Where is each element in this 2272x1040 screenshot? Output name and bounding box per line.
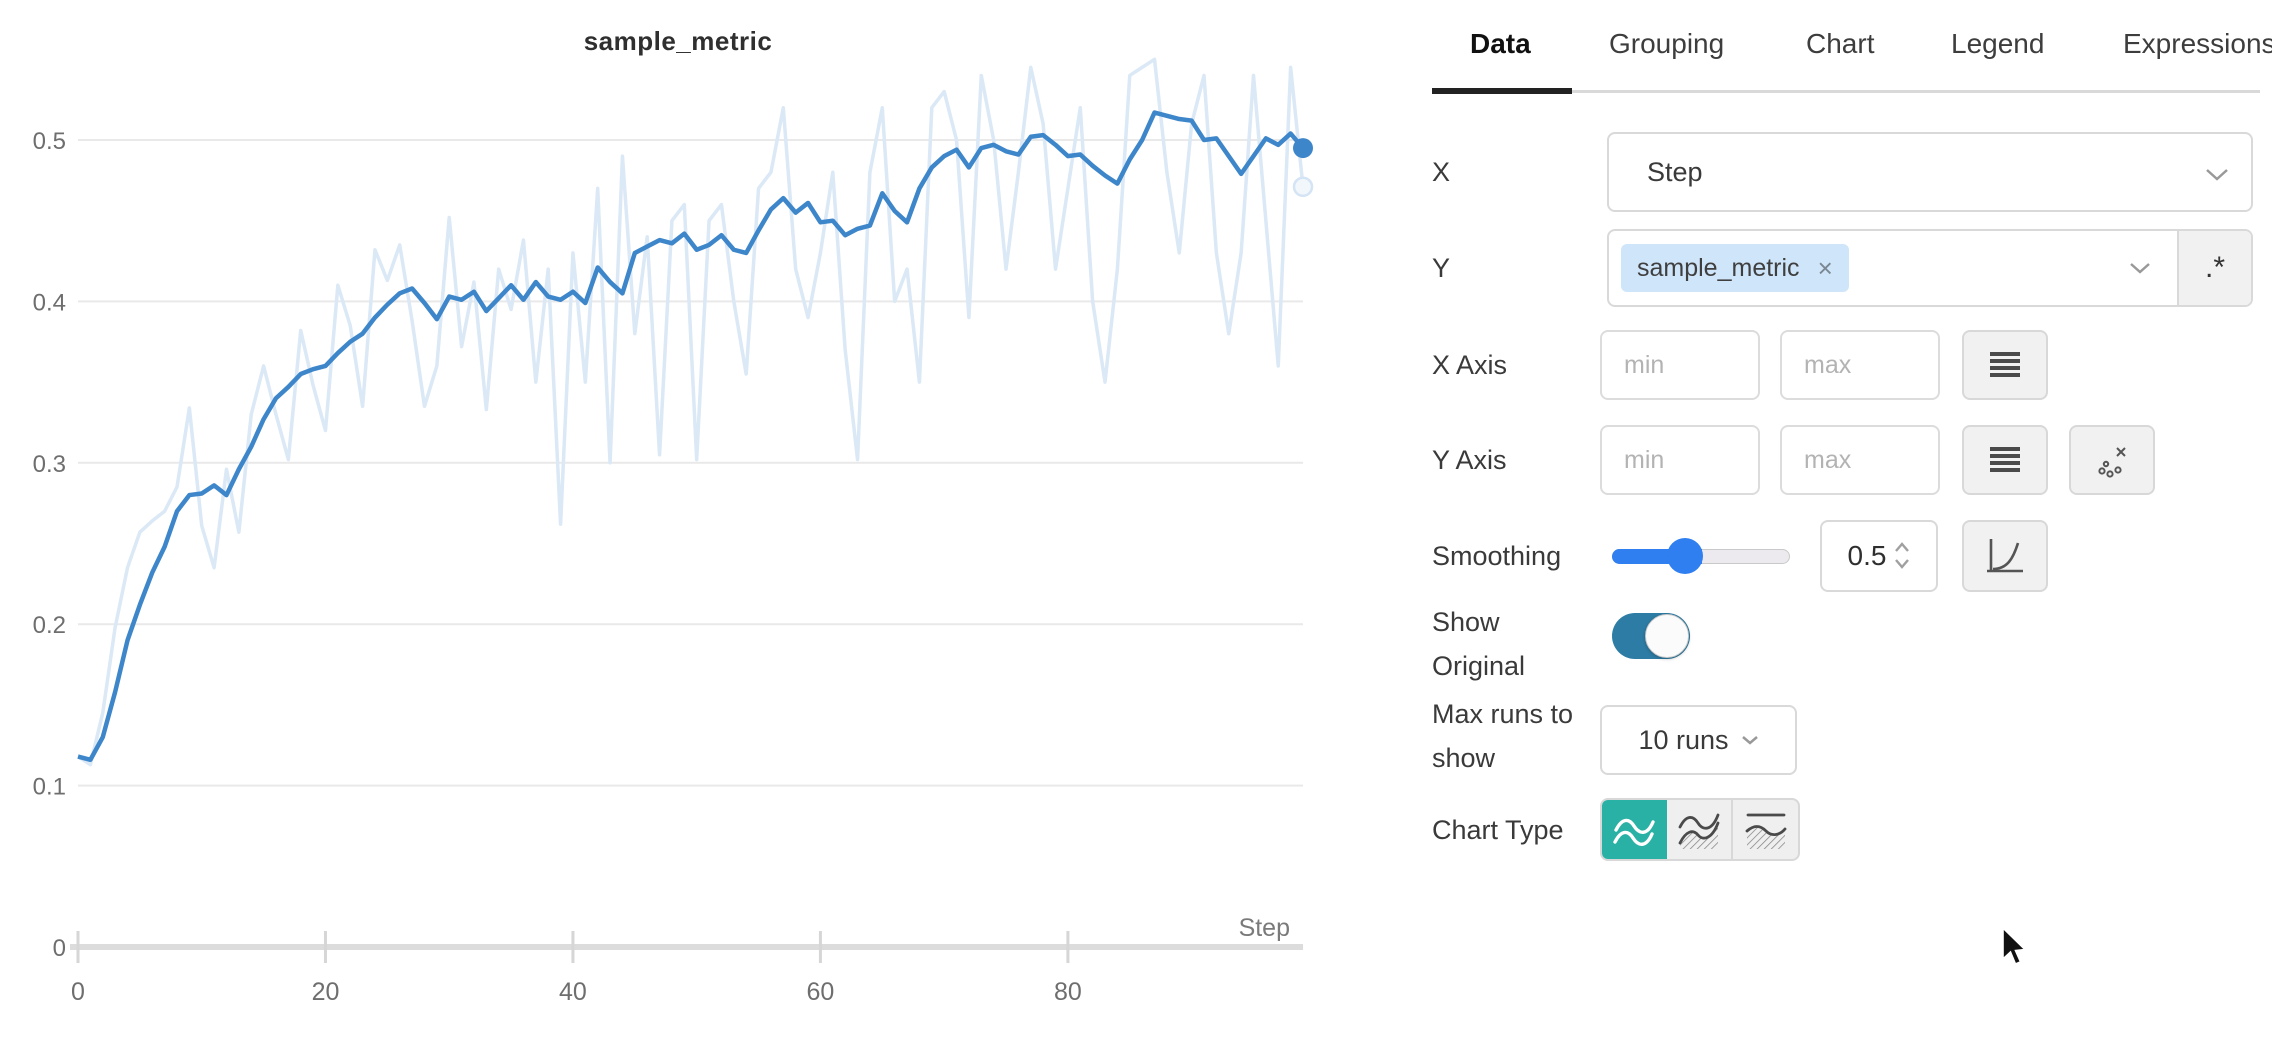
max-runs-select[interactable]: 10 runs [1600, 705, 1797, 775]
band-plot-icon [1745, 813, 1787, 849]
chart-type-band-button[interactable] [1733, 800, 1798, 859]
y-metric-tag-label: sample_metric [1637, 253, 1800, 282]
log-scale-lines-icon [1990, 352, 2020, 377]
tab-expressions[interactable]: Expressions [2123, 28, 2272, 59]
chart-type-button-group [1600, 798, 1800, 861]
y-axis-tick-label: 0.2 [33, 612, 66, 639]
y-axis-tick-label: 0.3 [33, 451, 66, 478]
active-tab-underline [1432, 88, 1572, 94]
smoothing-row-label: Smoothing [1432, 541, 1562, 571]
regex-filter-button[interactable]: .* [2177, 231, 2251, 305]
line-plot-icon [1613, 818, 1656, 846]
exponential-curve-icon [1987, 539, 2023, 573]
show-original-toggle[interactable] [1612, 613, 1690, 659]
show-original-row-label: Show Original [1432, 607, 1526, 681]
y-axis-min-input[interactable] [1600, 425, 1760, 495]
chevron-down-icon [2206, 169, 2228, 181]
x-axis-row-label: X Axis [1432, 350, 1508, 380]
chevron-down-icon [2130, 262, 2150, 274]
y-axis-tick-label: 0.5 [33, 128, 66, 155]
smoothing-value-input[interactable]: 0.5 [1820, 520, 1938, 592]
tab-chart[interactable]: Chart [1806, 28, 1875, 59]
x-axis-tick-label: 0 [71, 978, 85, 1006]
area-plot-icon [1678, 813, 1720, 849]
y-axis-tick-label: 0.1 [33, 774, 66, 801]
smoothed-series-line [77, 110, 1305, 763]
x-axis-tick-label: 60 [807, 978, 835, 1006]
chart-title: sample_metric [583, 26, 773, 56]
x-axis-log-scale-button[interactable] [1962, 330, 2048, 400]
y-row-label: Y [1432, 253, 1451, 283]
tab-bar-divider [1432, 90, 2260, 93]
x-axis-tick-label: 40 [559, 978, 587, 1006]
x-axis-min-input[interactable] [1600, 330, 1760, 400]
y-axis-max-input[interactable] [1780, 425, 1940, 495]
smoothing-algorithm-button[interactable] [1962, 520, 2048, 592]
x-axis-tick-label: 20 [312, 978, 340, 1006]
original-endpoint-marker [1292, 176, 1314, 198]
smoothing-slider-knob[interactable] [1667, 538, 1703, 574]
y-metric-select-inner[interactable]: sample_metric × [1609, 231, 2177, 305]
tab-data[interactable]: Data [1470, 28, 1531, 59]
y-axis-tick-label: 0 [53, 935, 66, 962]
max-runs-row-label: Max runs to show [1432, 699, 1574, 773]
original-series-line [77, 57, 1305, 767]
x-axis-title: Step [1239, 914, 1290, 942]
x-row-label: X [1432, 157, 1451, 187]
y-axis-log-scale-button[interactable] [1962, 425, 2048, 495]
tag-remove-icon[interactable]: × [1817, 253, 1833, 283]
mouse-cursor [2002, 926, 2027, 966]
log-scale-lines-icon [1990, 447, 2020, 472]
x-value-select[interactable]: Step [1607, 132, 2253, 212]
chart-type-area-button[interactable] [1667, 800, 1732, 859]
tab-legend[interactable]: Legend [1951, 28, 2045, 59]
y-axis-row-label: Y Axis [1432, 445, 1507, 475]
line-chart[interactable]: 0.5 0.4 0.3 0.2 0.1 00 20 40 60 80 Step [0, 0, 1430, 1040]
tab-grouping[interactable]: Grouping [1609, 28, 1725, 59]
max-runs-value: 10 runs [1638, 724, 1729, 755]
button-group-divider [1731, 800, 1734, 859]
chart-type-line-button[interactable] [1602, 800, 1667, 859]
y-metric-select[interactable]: sample_metric × .* [1607, 229, 2253, 307]
x-value-selected: Step [1647, 156, 1703, 187]
toggle-knob [1645, 614, 1689, 658]
y-axis-ignore-outliers-button[interactable] [2069, 425, 2155, 495]
spinner-arrows-icon[interactable] [1894, 541, 1910, 571]
y-metric-tag: sample_metric × [1621, 244, 1849, 292]
y-axis-tick-label: 0.4 [33, 289, 66, 316]
outlier-scatter-icon [2098, 447, 2126, 478]
chevron-down-icon [1741, 735, 1758, 745]
chart-type-row-label: Chart Type [1432, 815, 1564, 845]
x-axis-max-input[interactable] [1780, 330, 1940, 400]
regex-filter-label: .* [2204, 251, 2225, 284]
smoothing-value: 0.5 [1847, 540, 1887, 571]
x-axis-tick-label: 80 [1054, 978, 1082, 1006]
smoothed-endpoint-marker [1293, 138, 1313, 159]
